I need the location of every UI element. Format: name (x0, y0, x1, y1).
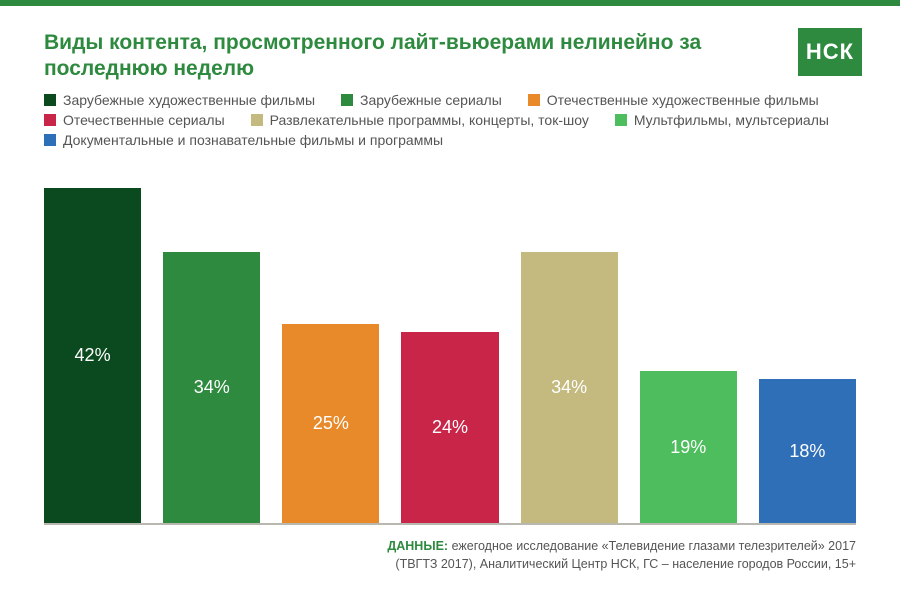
bar: 18% (759, 379, 856, 523)
legend-swatch (44, 114, 56, 126)
bar: 34% (521, 252, 618, 523)
source-line: ДАННЫЕ: ежегодное исследование «Телевиде… (200, 538, 856, 573)
legend: Зарубежные художественные фильмы Зарубеж… (44, 92, 856, 148)
legend-swatch (615, 114, 627, 126)
legend-label: Документальные и познавательные фильмы и… (63, 132, 443, 148)
top-border (0, 0, 900, 6)
bar: 24% (401, 332, 498, 523)
bar: 34% (163, 252, 260, 523)
legend-item: Мультфильмы, мультсериалы (615, 112, 829, 128)
bar-chart: 42% 34% 25% 24% 34% 19% 18% (44, 188, 856, 525)
source-text: ежегодное исследование «Телевидение глаз… (452, 539, 856, 553)
legend-item: Развлекательные программы, концерты, ток… (251, 112, 589, 128)
legend-swatch (44, 134, 56, 146)
legend-item: Зарубежные художественные фильмы (44, 92, 315, 108)
bar: 19% (640, 371, 737, 523)
legend-swatch (251, 114, 263, 126)
legend-label: Зарубежные сериалы (360, 92, 502, 108)
legend-label: Отечественные сериалы (63, 112, 225, 128)
legend-label: Мультфильмы, мультсериалы (634, 112, 829, 128)
canvas: НСК Виды контента, просмотренного лайт-в… (0, 0, 900, 595)
legend-item: Отечественные художественные фильмы (528, 92, 819, 108)
brand-logo: НСК (798, 28, 862, 76)
bar: 25% (282, 324, 379, 523)
legend-swatch (528, 94, 540, 106)
legend-item: Документальные и познавательные фильмы и… (44, 132, 443, 148)
legend-item: Отечественные сериалы (44, 112, 225, 128)
legend-swatch (44, 94, 56, 106)
source-text: (ТВГТЗ 2017), Аналитический Центр НСК, Г… (395, 557, 856, 571)
legend-label: Зарубежные художественные фильмы (63, 92, 315, 108)
legend-swatch (341, 94, 353, 106)
legend-label: Отечественные художественные фильмы (547, 92, 819, 108)
bar: 42% (44, 188, 141, 523)
legend-label: Развлекательные программы, концерты, ток… (270, 112, 589, 128)
source-label: ДАННЫЕ: (387, 539, 448, 553)
page-title: Виды контента, просмотренного лайт-вьюер… (44, 30, 760, 83)
legend-item: Зарубежные сериалы (341, 92, 502, 108)
